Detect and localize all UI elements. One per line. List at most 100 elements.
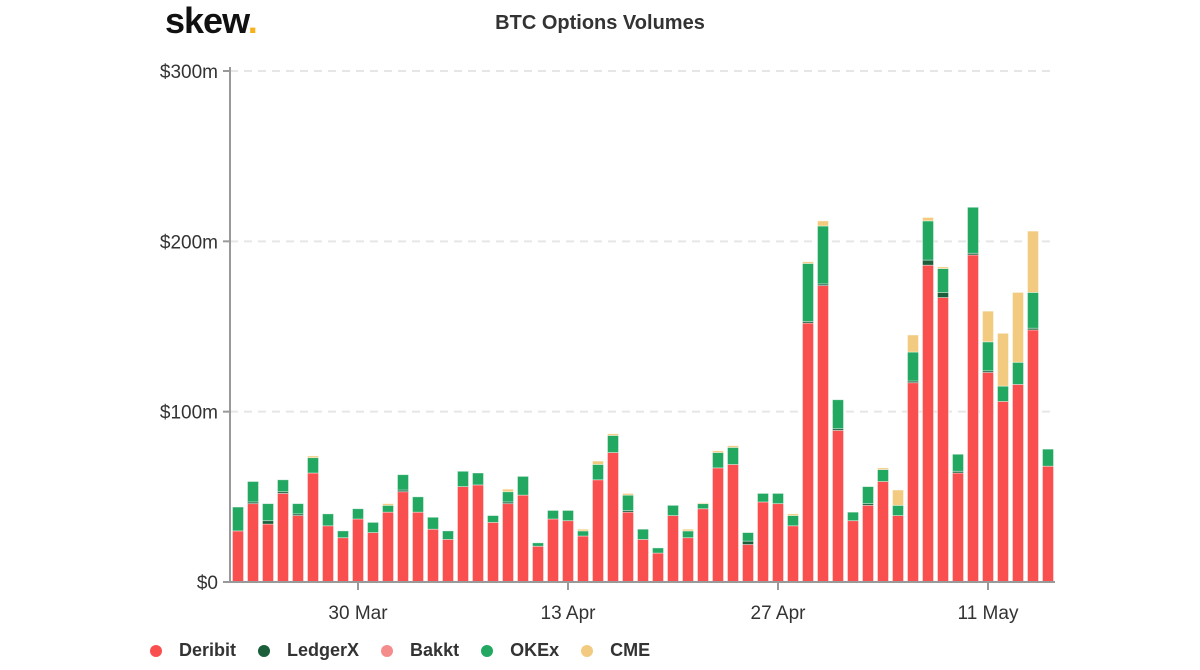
bar-deribit — [802, 322, 814, 583]
bar-deribit — [922, 264, 934, 583]
bar-okex — [832, 399, 844, 430]
bar-deribit — [967, 254, 979, 583]
bar-cme — [1012, 292, 1024, 363]
legend-item-cme[interactable]: CME — [581, 640, 650, 661]
logo-dot: . — [247, 0, 258, 41]
legend-label: Deribit — [179, 640, 237, 660]
legend-label: CME — [610, 640, 651, 660]
bar-okex — [607, 435, 619, 453]
bar-okex — [277, 479, 289, 493]
legend-label: OKEx — [510, 640, 560, 660]
bar-deribit — [442, 539, 454, 583]
bar-deribit — [892, 515, 904, 583]
bar-okex — [712, 452, 724, 469]
bar-deribit — [667, 515, 679, 583]
bar-okex — [757, 493, 769, 503]
bar-deribit — [1042, 465, 1054, 583]
x-tick-label: 11 May — [958, 603, 1019, 624]
bar-okex — [1027, 292, 1039, 329]
y-tick-label: $200m — [160, 232, 218, 253]
bar-deribit — [322, 525, 334, 583]
x-tick-label: 13 Apr — [541, 603, 597, 624]
bar-deribit — [997, 401, 1009, 583]
skew-logo: skew. — [165, 0, 258, 42]
bar-okex — [427, 516, 439, 530]
bar-ledgerx — [922, 259, 934, 266]
bar-deribit — [337, 537, 349, 583]
bar-deribit — [697, 508, 709, 583]
x-tick-label: 30 Mar — [328, 603, 388, 624]
bar-okex — [262, 503, 274, 522]
bar-deribit — [532, 545, 544, 583]
bar-deribit — [607, 452, 619, 583]
legend: Deribit LedgerX Bakkt OKEx CME — [150, 640, 672, 661]
bar-cme — [997, 332, 1009, 387]
bar-ledgerx — [937, 292, 949, 298]
bar-okex — [247, 481, 259, 503]
bar-okex — [487, 515, 499, 523]
bar-okex — [652, 547, 664, 554]
bar-okex — [472, 472, 484, 486]
bar-deribit — [712, 467, 724, 583]
legend-item-deribit[interactable]: Deribit — [150, 640, 236, 661]
bar-deribit — [877, 481, 889, 583]
bar-okex — [772, 493, 784, 505]
bar-okex — [322, 513, 334, 527]
bar-deribit — [427, 528, 439, 583]
legend-item-ledgerx[interactable]: LedgerX — [258, 640, 359, 661]
legend-item-okex[interactable]: OKEx — [481, 640, 559, 661]
bar-okex — [727, 447, 739, 465]
bar-cme — [622, 493, 634, 496]
bar-okex — [952, 453, 964, 472]
bar-okex — [577, 530, 589, 537]
bar-deribit — [742, 544, 754, 583]
bar-okex — [742, 532, 754, 542]
bar-deribit — [1027, 329, 1039, 583]
bar-cme — [577, 528, 589, 532]
bar-cme — [802, 261, 814, 264]
bar-cme — [892, 489, 904, 506]
bar-deribit — [412, 511, 424, 583]
bar-deribit — [367, 532, 379, 583]
bar-deribit — [382, 511, 394, 583]
bar-okex — [817, 225, 829, 285]
bar-deribit — [1012, 384, 1024, 583]
bar-cme — [502, 488, 514, 493]
bar-okex — [697, 503, 709, 510]
bar-deribit — [487, 521, 499, 583]
bar-okex — [307, 457, 319, 474]
bar-okex — [967, 206, 979, 254]
bar-okex — [352, 508, 364, 520]
bar-deribit — [457, 486, 469, 583]
y-tick-label: $300m — [160, 62, 218, 83]
bar-okex — [802, 263, 814, 322]
bar-okex — [367, 521, 379, 534]
bar-cme — [877, 467, 889, 470]
bar-deribit — [832, 430, 844, 583]
bar-deribit — [907, 382, 919, 583]
bar-ledgerx — [262, 520, 274, 525]
bar-deribit — [982, 372, 994, 583]
bar-okex — [1012, 361, 1024, 385]
bar-okex — [667, 504, 679, 516]
bar-okex — [292, 503, 304, 515]
bar-okex — [502, 491, 514, 503]
bar-cme — [697, 502, 709, 505]
bar-okex — [382, 504, 394, 513]
bar-okex — [862, 486, 874, 505]
legend-item-bakkt[interactable]: Bakkt — [381, 640, 459, 661]
bar-okex — [232, 506, 244, 532]
bar-deribit — [232, 530, 244, 583]
bar-okex — [787, 515, 799, 527]
bar-deribit — [727, 464, 739, 583]
legend-swatch — [258, 644, 271, 657]
legend-label: LedgerX — [287, 640, 360, 660]
bar-cme — [922, 217, 934, 222]
bar-okex — [982, 341, 994, 372]
bar-deribit — [562, 520, 574, 583]
bar-cme — [382, 503, 394, 506]
bar-deribit — [937, 297, 949, 583]
bar-okex — [907, 351, 919, 382]
logo-text: skew — [165, 0, 249, 41]
bar-okex — [547, 510, 559, 520]
